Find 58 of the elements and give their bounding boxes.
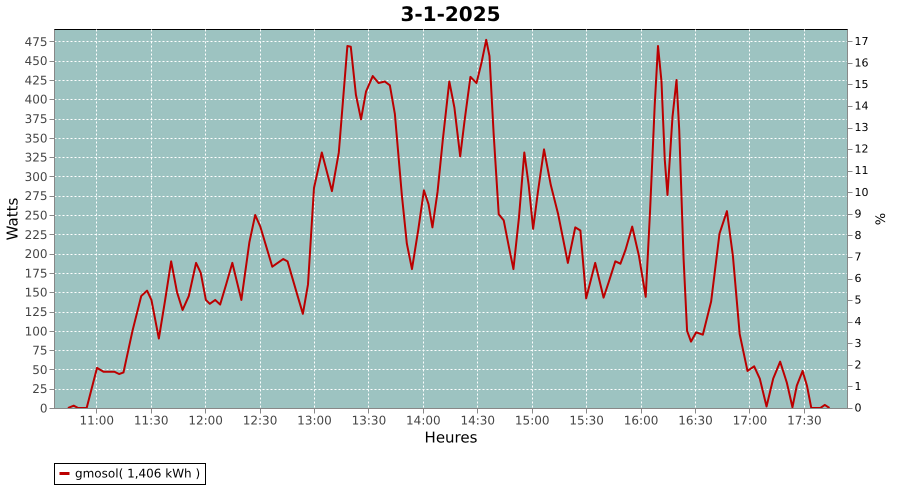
y2-tick-label: 4 — [854, 315, 862, 328]
y-tick-label: 325 — [24, 150, 48, 165]
x-tick-label: 16:30 — [678, 414, 713, 428]
x-tick-label: 17:30 — [787, 414, 822, 428]
line-series — [66, 38, 830, 408]
x-tick-label: 15:30 — [569, 414, 604, 428]
y2-tick-label: 6 — [854, 272, 862, 286]
x-tick-label: 13:00 — [297, 414, 332, 428]
y-tick-label: 450 — [24, 54, 48, 68]
y2-tick-label: 14 — [854, 100, 868, 113]
x-tick-label: 16:00 — [624, 414, 658, 428]
y2-tick-label: 7 — [854, 250, 862, 264]
y-tick-label: 375 — [24, 112, 48, 126]
chart-title: 3-1-2025 — [400, 2, 501, 26]
y-tick-label: 175 — [24, 266, 48, 280]
x-tick-label: 11:00 — [79, 414, 114, 428]
x-tick-label: 11:30 — [134, 414, 168, 428]
y-tick-label: 300 — [24, 170, 48, 184]
x-tick-label: 12:00 — [188, 414, 223, 428]
x-axis-title: Heures — [424, 428, 478, 446]
x-tick-label: 13:30 — [352, 414, 386, 428]
y-tick-label: 425 — [24, 73, 48, 88]
x-tick-label: 14:00 — [406, 414, 441, 428]
y2-tick-label: 12 — [854, 142, 868, 156]
x-tick-label: 15:00 — [514, 414, 550, 428]
y-tick-label: 250 — [24, 208, 48, 223]
y-tick-label: 0 — [40, 402, 48, 416]
x-tick-label: 17:00 — [732, 414, 768, 428]
y2-tick-label: 13 — [854, 121, 868, 134]
y2-tick-label: 1 — [854, 380, 862, 393]
legend-label: gmosol( 1,406 kWh ) — [75, 466, 200, 480]
y-tick-label: 275 — [24, 189, 48, 204]
y2-tick-label: 17 — [854, 34, 868, 48]
y2-axis-title: % — [871, 212, 886, 226]
y2-tick-label: 11 — [854, 164, 868, 178]
y-axis-title: Watts — [4, 198, 22, 240]
y2-tick-label: 5 — [854, 294, 862, 307]
y2-tick-label: 3 — [854, 336, 862, 350]
y-tick-label: 400 — [24, 92, 48, 107]
y-tick-label: 350 — [24, 131, 48, 146]
y-tick-label: 75 — [32, 344, 48, 358]
y2-tick-label: 8 — [854, 228, 862, 242]
y-tick-label: 225 — [24, 228, 48, 242]
y-tick-label: 25 — [32, 382, 48, 396]
y2-tick-label: 16 — [854, 56, 868, 70]
y-tick-label: 100 — [24, 324, 48, 338]
y-tick-label: 150 — [24, 286, 48, 300]
y-tick-label: 475 — [24, 34, 48, 49]
y2-tick-label: 10 — [854, 186, 868, 199]
y-tick-label: 50 — [32, 362, 48, 377]
x-tick-label: 14:30 — [460, 414, 496, 428]
y2-tick-label: 0 — [854, 402, 862, 414]
y2-tick-label: 9 — [854, 207, 862, 220]
y2-tick-label: 2 — [854, 358, 862, 372]
y-tick-label: 200 — [24, 247, 48, 262]
y-tick-label: 125 — [24, 305, 48, 320]
y2-tick-label: 15 — [854, 78, 868, 91]
x-tick-label: 12:30 — [242, 414, 278, 428]
